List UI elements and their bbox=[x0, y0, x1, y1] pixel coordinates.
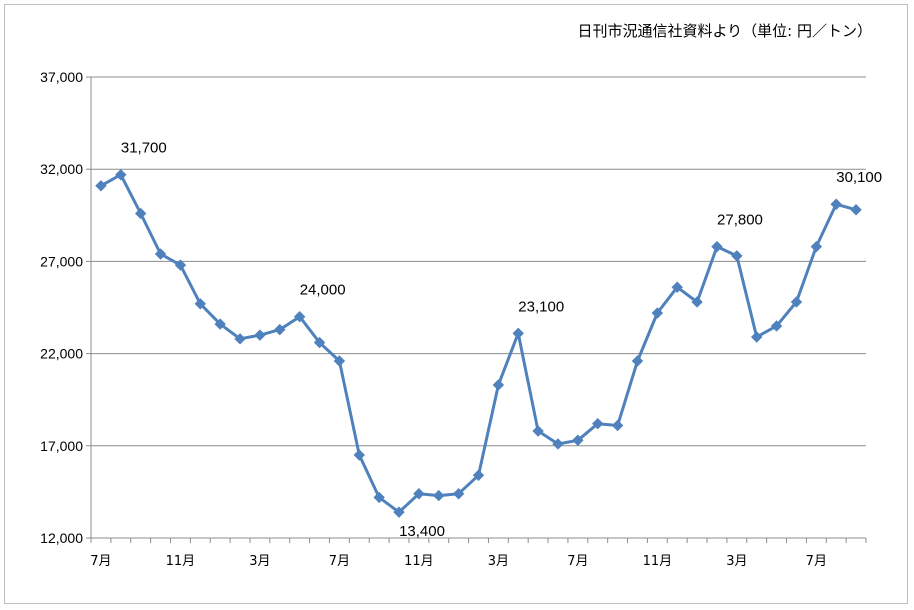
data-point-marker bbox=[731, 250, 743, 262]
x-tick-label: 7月 bbox=[806, 554, 827, 569]
data-point-marker bbox=[512, 327, 524, 340]
data-point-marker bbox=[711, 240, 723, 253]
y-axis-ticks: 12,000 17,000 22,000 27,000 32,000 37,000 bbox=[40, 69, 91, 546]
series-group bbox=[95, 169, 862, 518]
y-tick-label: 27,000 bbox=[40, 253, 83, 269]
data-label: 24,000 bbox=[300, 282, 346, 299]
data-point-marker bbox=[592, 417, 604, 430]
x-tick-label: 3月 bbox=[488, 554, 509, 569]
data-point-marker bbox=[174, 259, 187, 271]
data-point-marker bbox=[790, 296, 803, 308]
data-point-marker bbox=[492, 379, 505, 391]
data-point-marker bbox=[552, 438, 564, 450]
data-point-marker bbox=[830, 198, 842, 210]
x-tick-label: 11月 bbox=[404, 554, 434, 569]
data-point-marker bbox=[472, 469, 485, 482]
data-point-marker bbox=[631, 355, 644, 367]
x-tick-label: 7月 bbox=[90, 554, 111, 569]
data-point-marker bbox=[413, 488, 425, 500]
data-point-marker bbox=[373, 491, 385, 504]
y-tick-label: 17,000 bbox=[40, 438, 83, 454]
data-point-marker bbox=[194, 298, 207, 310]
data-point-marker bbox=[810, 240, 823, 253]
data-point-marker bbox=[393, 506, 405, 518]
x-axis-ticks: 7月 11月 3月 7月 11月 3月 7月 11月 3月 7月 bbox=[90, 538, 867, 569]
data-point-marker bbox=[95, 180, 107, 192]
data-point-marker bbox=[134, 207, 147, 220]
x-tick-label: 11月 bbox=[643, 554, 673, 569]
x-tick-label: 3月 bbox=[249, 554, 270, 569]
data-point-marker bbox=[254, 329, 266, 341]
data-point-marker bbox=[651, 307, 664, 319]
data-point-marker bbox=[115, 169, 127, 181]
x-tick-label: 11月 bbox=[166, 554, 196, 569]
data-point-marker bbox=[353, 449, 365, 461]
data-label: 13,400 bbox=[399, 523, 445, 540]
data-point-marker bbox=[750, 331, 763, 343]
data-point-marker bbox=[154, 248, 167, 260]
x-tick-label: 7月 bbox=[567, 554, 588, 569]
axes bbox=[90, 77, 866, 539]
data-point-marker bbox=[293, 311, 306, 323]
data-label: 23,100 bbox=[518, 298, 564, 315]
data-point-marker bbox=[274, 323, 286, 336]
y-tick-label: 32,000 bbox=[40, 161, 83, 177]
y-tick-label: 12,000 bbox=[40, 530, 83, 546]
data-point-marker bbox=[452, 488, 465, 500]
data-point-marker bbox=[234, 333, 246, 345]
data-label: 30,100 bbox=[836, 169, 882, 186]
y-tick-label: 22,000 bbox=[40, 346, 83, 362]
data-point-marker bbox=[532, 425, 544, 437]
data-point-marker bbox=[333, 355, 346, 367]
data-point-marker bbox=[850, 204, 862, 216]
data-point-marker bbox=[214, 318, 226, 330]
data-point-marker bbox=[611, 419, 624, 432]
data-point-marker bbox=[691, 296, 703, 308]
data-point-marker bbox=[671, 281, 683, 293]
x-tick-label: 7月 bbox=[329, 554, 350, 569]
data-label: 31,700 bbox=[121, 140, 167, 157]
data-point-marker bbox=[433, 489, 445, 502]
chart-frame bbox=[4, 4, 908, 604]
data-point-marker bbox=[313, 336, 326, 349]
data-labels: 31,700 24,000 13,400 23,100 27,800 30,100 bbox=[121, 140, 882, 540]
source-note: 日刊市況通信社資料より（単位: 円／トン） bbox=[577, 22, 872, 40]
gridlines bbox=[91, 76, 866, 447]
data-point-marker bbox=[572, 434, 584, 446]
x-tick-label: 3月 bbox=[726, 554, 747, 569]
y-tick-label: 37,000 bbox=[40, 69, 83, 85]
data-label: 27,800 bbox=[717, 212, 763, 229]
data-point-marker bbox=[770, 320, 783, 332]
